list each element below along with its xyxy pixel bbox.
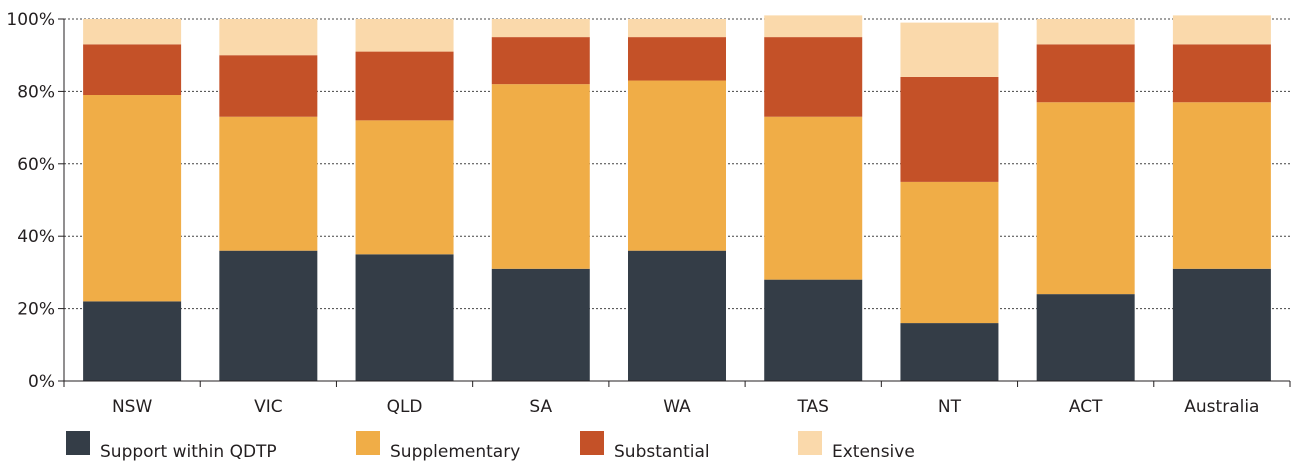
bar-segment: [355, 19, 454, 52]
axes: [63, 19, 1291, 387]
bar-segment: [219, 250, 318, 381]
y-tick-label: 40%: [17, 227, 55, 247]
x-tick-label: TAS: [796, 397, 829, 417]
bar-segment: [764, 37, 863, 117]
bar-segment: [1036, 44, 1135, 103]
bar-segment: [491, 19, 590, 38]
y-tick-label: 20%: [17, 300, 55, 320]
legend-label: Support within QDTP: [100, 442, 277, 461]
x-tick-label: NT: [938, 397, 962, 417]
bar-segment: [900, 76, 999, 182]
legend-label: Supplementary: [390, 442, 520, 461]
bar-segment: [491, 84, 590, 269]
bar-segment: [764, 116, 863, 280]
bar-segment: [764, 15, 863, 38]
bar-segment: [900, 323, 999, 381]
bar-segment: [1172, 102, 1271, 269]
x-tick-label: ACT: [1069, 397, 1103, 417]
bar-segment: [628, 37, 726, 81]
legend-label: Extensive: [832, 442, 915, 461]
y-tick-label: 80%: [17, 82, 55, 102]
x-tick-label: WA: [663, 397, 691, 417]
y-tick-label: 60%: [17, 155, 55, 175]
bar-segment: [1036, 19, 1135, 45]
x-tick-label: Australia: [1184, 397, 1259, 417]
bar-segment: [1036, 102, 1135, 295]
y-tick-label: 0%: [28, 372, 55, 392]
bar-segment: [1172, 15, 1271, 45]
bar-segment: [83, 19, 182, 45]
bar-segment: [628, 19, 726, 38]
x-tick-label: QLD: [387, 397, 423, 417]
bar-segment: [900, 22, 999, 77]
x-tick-label: NSW: [112, 397, 153, 417]
bar-segment: [491, 37, 590, 85]
legend-swatch: [580, 431, 604, 455]
bar-segment: [355, 120, 454, 255]
bar-segment: [1172, 268, 1271, 381]
x-tick-label: VIC: [254, 397, 283, 417]
legend: Support within QDTP Supplementary Substant…: [66, 431, 915, 461]
bars: [83, 15, 1271, 381]
x-tick-label: SA: [529, 397, 552, 417]
bar-segment: [491, 268, 590, 381]
bar-segment: [1036, 294, 1135, 381]
y-tick-label: 100%: [6, 10, 55, 30]
legend-swatch: [66, 431, 90, 455]
bar-segment: [219, 116, 318, 251]
legend-swatch: [798, 431, 822, 455]
bar-segment: [219, 55, 318, 117]
y-axis-ticks: 0% 20% 40% 60% 80% 100%: [6, 10, 64, 392]
bar-segment: [764, 279, 863, 381]
bar-segment: [628, 250, 726, 381]
bar-segment: [219, 19, 318, 56]
legend-label: Substantial: [614, 442, 710, 461]
bar-segment: [628, 80, 726, 251]
bar-segment: [355, 254, 454, 381]
legend-swatch: [356, 431, 380, 455]
bar-segment: [83, 44, 182, 96]
x-axis-labels: NSW VIC QLD SA WA TAS NT ACT Australia: [112, 397, 1260, 417]
bar-segment: [83, 301, 182, 381]
bar-segment: [83, 95, 182, 302]
bar-segment: [355, 51, 454, 121]
bar-segment: [900, 181, 999, 324]
bar-segment: [1172, 44, 1271, 103]
